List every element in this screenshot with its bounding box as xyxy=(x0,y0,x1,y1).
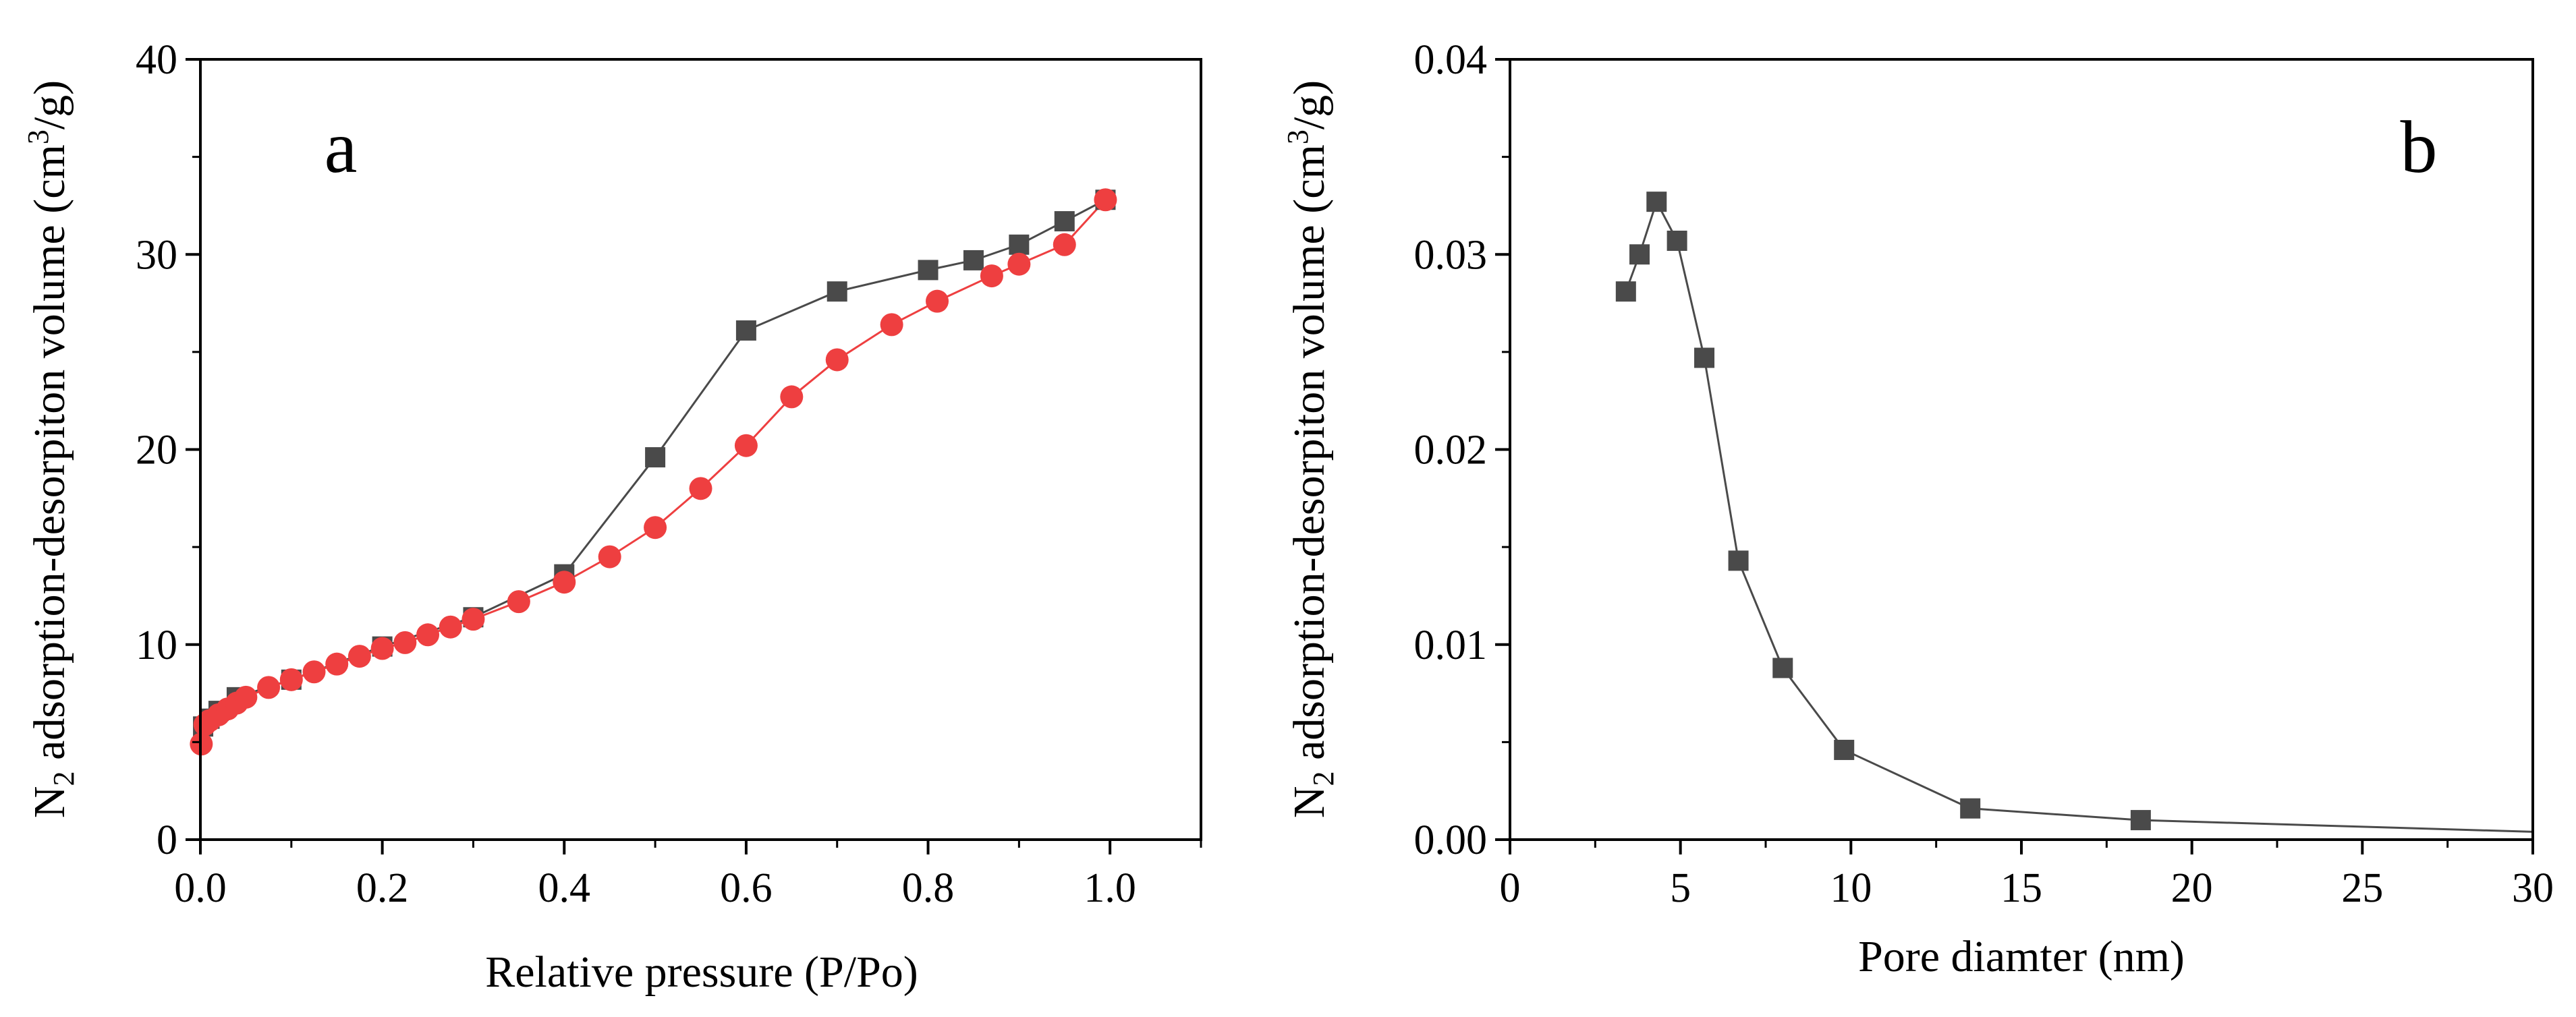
panel-a-series-1-point xyxy=(1007,253,1030,276)
panel-b-y-tick-label: 0.03 xyxy=(1414,232,1488,278)
panel-a-series-1-point xyxy=(303,660,326,683)
panel-a-series-1-point xyxy=(507,590,530,613)
panel-a-series-1-point xyxy=(371,637,394,660)
panel-b-x-tick-label: 10 xyxy=(1830,865,1872,911)
panel-a-letter: a xyxy=(325,106,358,188)
panel-b-series-0-point xyxy=(1834,740,1854,760)
panel-a-series-1-point xyxy=(416,623,439,646)
panel-a-series-1-point xyxy=(598,546,621,569)
panel-a-x-tick-label: 1.0 xyxy=(1084,865,1136,911)
panel-a-series-1-point xyxy=(348,645,371,668)
panel-b-series-0-point xyxy=(2131,810,2151,830)
panel-a-series-1-point xyxy=(735,434,758,457)
panel-a-y-axis-title: N2 adsorption-desorpiton volume (cm3/g) xyxy=(22,80,80,818)
panel-a-ticks: 0.0 0.2 0.4 0.6 0.8 1.0 0 10 20 30 40 xyxy=(136,37,1201,911)
panel-b-x-tick-label: 30 xyxy=(2512,865,2554,911)
panel-b-plot-frame xyxy=(1510,59,2533,840)
panel-a-y-tick-label: 0 xyxy=(157,817,177,863)
panel-b-x-tick-label: 20 xyxy=(2171,865,2213,911)
panel-a-series-0-point xyxy=(827,281,847,301)
panel-a-series-0-point xyxy=(1055,211,1075,231)
panel-a-series-1-point xyxy=(257,676,280,699)
panel-a-x-tick-label: 0.2 xyxy=(356,865,409,911)
panel-b-x-tick-label: 15 xyxy=(2000,865,2042,911)
panel-a-series-0-point xyxy=(736,320,756,341)
panel-a-y-title-sub: 2 xyxy=(47,771,80,786)
panel-a-series-1-point xyxy=(393,631,416,654)
panel-a-series-0-point xyxy=(918,260,939,280)
panel-a-series xyxy=(190,188,1117,755)
panel-a-y-tick-label: 30 xyxy=(136,232,177,278)
panel-b-series-0-point xyxy=(1616,281,1636,301)
panel-b-series xyxy=(1616,192,2533,832)
panel-b-y-tick-label: 0.00 xyxy=(1414,817,1488,863)
panel-a-y-title-prefix: N xyxy=(25,786,74,818)
panel-a-y-title-suffix: /g) xyxy=(25,80,74,129)
panel-a-x-tick-label: 0.4 xyxy=(538,865,591,911)
panel-a-series-1-point xyxy=(880,313,903,336)
panel-a-series-1-point xyxy=(1053,233,1076,256)
panel-b-series-0-point xyxy=(1646,192,1667,212)
panel-b-y-title-sub: 2 xyxy=(1307,771,1340,786)
panel-a-series-1-point xyxy=(780,385,803,408)
panel-b-x-axis-title: Pore diamter (nm) xyxy=(1858,932,2185,981)
panel-b-series-0-point xyxy=(1729,550,1749,571)
panel-a-series-1-point xyxy=(439,616,462,639)
panel-a-series-0-point xyxy=(1009,235,1029,255)
panel-a-series-1-point xyxy=(644,516,667,539)
panel-a-series-1-point xyxy=(926,290,949,313)
panel-a-series-1-point xyxy=(1094,188,1117,211)
panel-b-x-tick-label: 0 xyxy=(1500,865,1521,911)
panel-a-x-tick-label: 0.0 xyxy=(174,865,227,911)
panel-a-series-0-point xyxy=(645,447,665,467)
panel-b-series-0-point xyxy=(1694,348,1714,368)
panel-a-y-tick-label: 20 xyxy=(136,428,177,473)
panel-b-y-tick-label: 0.04 xyxy=(1414,37,1488,83)
panel-a-x-axis-title: Relative pressure (P/Po) xyxy=(485,948,918,997)
panel-a-series-1-point xyxy=(461,608,484,631)
panel-b-series-0-line xyxy=(1626,202,2533,832)
panel-a-series-1-point xyxy=(280,668,303,691)
panel-b-y-tick-label: 0.01 xyxy=(1414,622,1488,668)
panel-b-y-title-mid: adsorption-desorpiton volume (cm xyxy=(1285,144,1334,771)
panel-a-x-tick-label: 0.6 xyxy=(720,865,773,911)
panel-a-y-title-sup: 3 xyxy=(22,129,55,144)
panel-a-series-1-point xyxy=(325,653,348,676)
panel-b-chart: 0 5 10 15 20 25 30 0.00 0.01 0.02 0.03 0.04 b Pore … xyxy=(1281,37,2554,981)
panel-b-y-title-prefix: N xyxy=(1285,786,1334,818)
panel-a-series-1-point xyxy=(690,477,712,500)
panel-b-series-0-point xyxy=(1960,798,1980,819)
panel-a-y-tick-label: 40 xyxy=(136,37,177,83)
panel-a-y-tick-label: 10 xyxy=(136,622,177,668)
panel-a-y-title-mid: adsorption-desorpiton volume (cm xyxy=(25,144,74,771)
panel-a-chart: 0.0 0.2 0.4 0.6 0.8 1.0 0 10 20 30 40 a Relative p… xyxy=(22,37,1201,997)
panel-b-series-0-point xyxy=(1772,658,1793,678)
panel-a-series-0-point xyxy=(963,250,984,270)
panel-b-y-title-sup: 3 xyxy=(1281,129,1314,144)
panel-b-y-axis-title: N2 adsorption-desorpiton volume (cm3/g) xyxy=(1281,80,1340,818)
panel-a-series-1-point xyxy=(980,264,1003,287)
panel-b-ticks: 0 5 10 15 20 25 30 0.00 0.01 0.02 0.03 0.04 xyxy=(1414,37,2554,911)
panel-a-x-tick-label: 0.8 xyxy=(902,865,955,911)
figure: 0.0 0.2 0.4 0.6 0.8 1.0010203040 a Relative p… xyxy=(0,0,2576,1017)
panel-b-series-0-point xyxy=(1629,244,1650,264)
panel-b-x-tick-label: 25 xyxy=(2341,865,2383,911)
panel-b-letter: b xyxy=(2401,106,2438,188)
panel-b-series-0-point xyxy=(1667,231,1687,251)
panel-a-series-1-point xyxy=(553,571,576,593)
panel-b-x-tick-label: 5 xyxy=(1670,865,1691,911)
panel-a-series-1-point xyxy=(826,348,849,371)
panel-a-series-1-point xyxy=(234,686,257,709)
panel-b-y-tick-label: 0.02 xyxy=(1414,428,1488,473)
panel-b-y-title-suffix: /g) xyxy=(1285,80,1334,129)
